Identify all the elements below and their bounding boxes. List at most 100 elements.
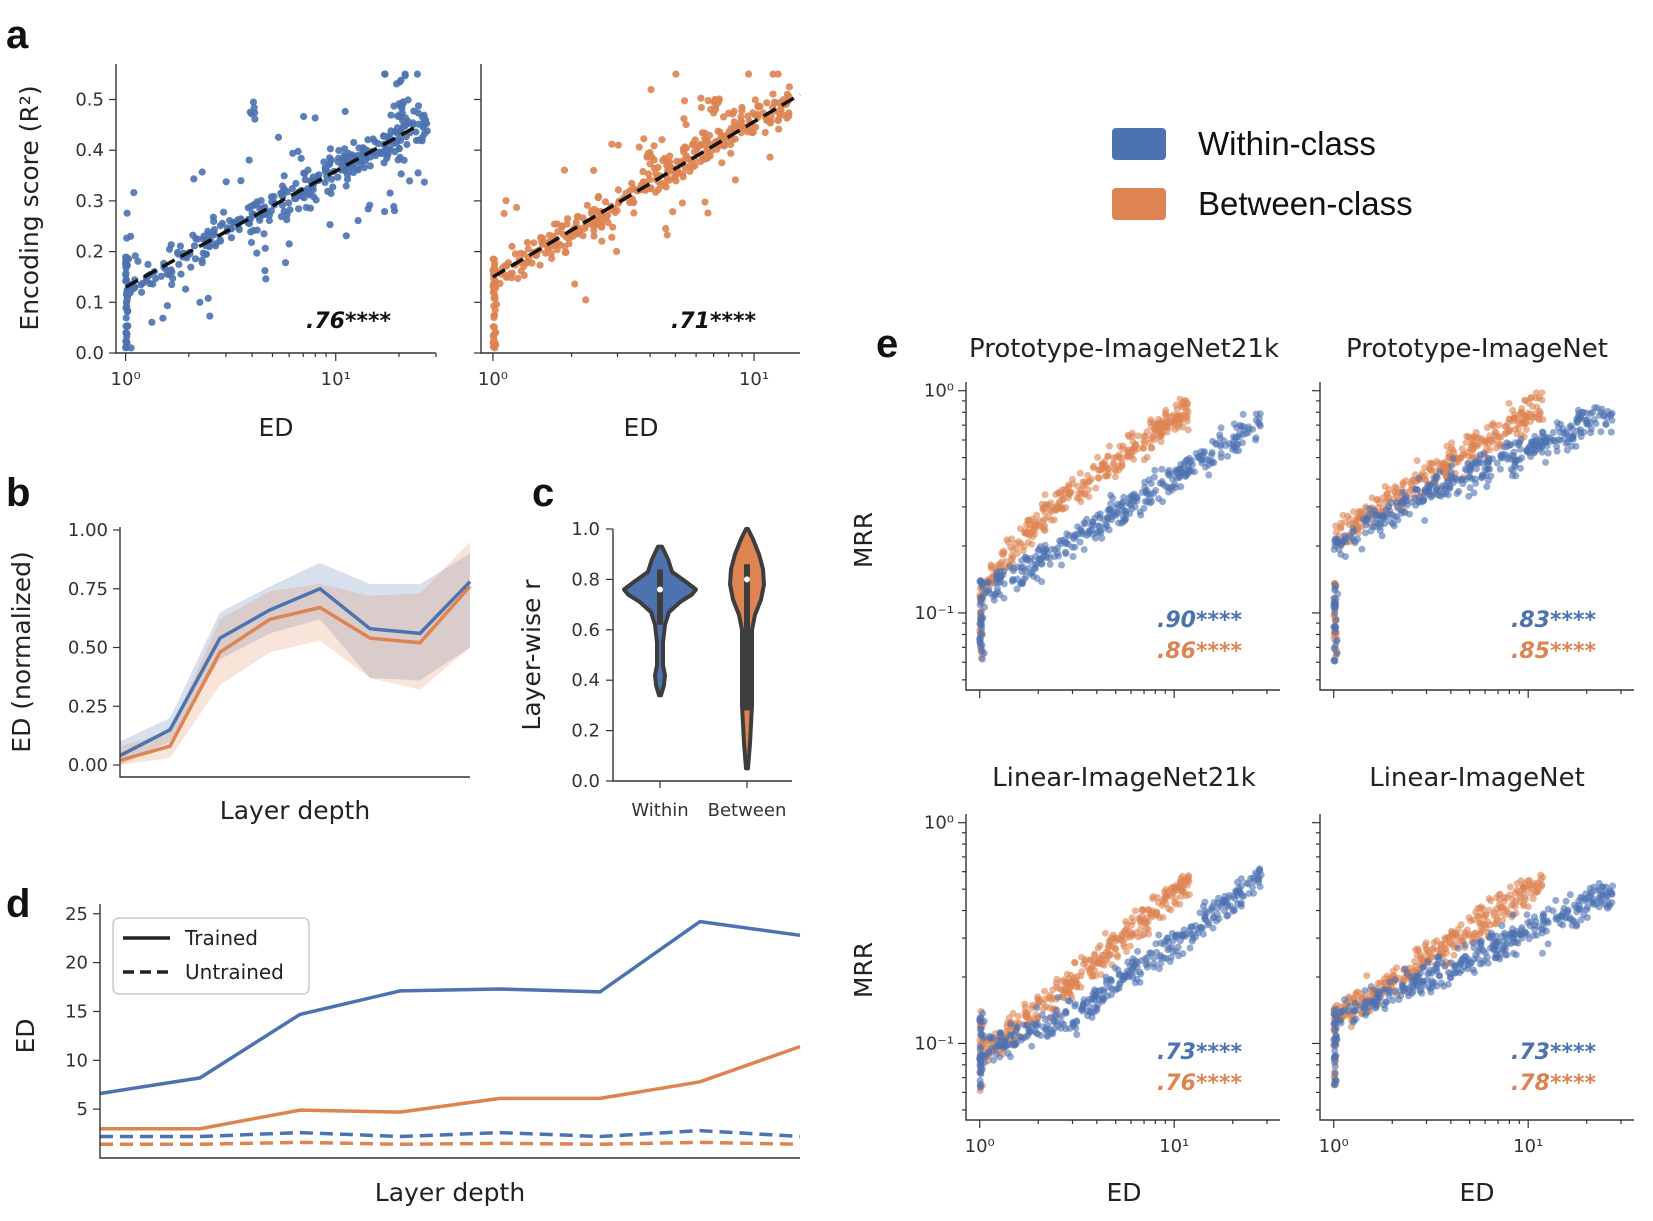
scatter-point <box>1058 986 1066 994</box>
scatter-point <box>1389 520 1397 528</box>
scatter-point <box>397 170 405 178</box>
scatter-point <box>764 116 772 125</box>
x-tick-label: 10¹ <box>739 369 769 390</box>
y-axis-label: MRR <box>849 942 878 998</box>
scatter-point <box>1380 513 1388 521</box>
scatter-point <box>1490 946 1498 954</box>
scatter-point <box>1033 1004 1041 1012</box>
x-tick-label: Between <box>708 800 787 821</box>
scatter-point <box>1332 522 1340 530</box>
scatter-point <box>1333 636 1341 644</box>
scatter-point <box>1052 491 1060 498</box>
scatter-point <box>1480 450 1488 458</box>
scatter-point <box>1397 499 1405 507</box>
scatter-point <box>1208 459 1216 467</box>
scatter-point <box>1430 966 1438 974</box>
y-tick-label: 15 <box>65 1001 88 1022</box>
scatter-point <box>761 128 769 137</box>
scatter-point <box>201 250 210 258</box>
y-tick-label: 0.00 <box>68 755 108 776</box>
y-tick-label: 0.0 <box>75 343 104 364</box>
scatter-point <box>1066 1024 1074 1032</box>
scatter-point <box>1118 932 1126 940</box>
scatter-point <box>681 97 689 105</box>
scatter-point <box>1152 940 1160 948</box>
scatter-point <box>558 223 566 231</box>
series-line <box>119 585 472 762</box>
scatter-point <box>245 156 253 164</box>
scatter-point <box>1107 976 1115 984</box>
scatter-point <box>1159 480 1167 488</box>
scatter-point <box>613 247 621 255</box>
scatter-point <box>524 245 532 253</box>
scatter-point <box>168 281 176 289</box>
scatter-point <box>283 216 291 224</box>
y-axis-label: MRR <box>849 512 878 568</box>
correlation-annotation: .71**** <box>671 309 756 334</box>
scatter-point <box>131 252 139 260</box>
scatter-point <box>1587 429 1595 437</box>
scatter-point <box>1150 960 1158 968</box>
scatter-point <box>134 257 142 265</box>
scatter-point <box>1167 953 1175 961</box>
scatter-point <box>1372 1003 1380 1011</box>
annotation-within: .73**** <box>1511 1040 1596 1065</box>
scatter-point <box>582 296 590 304</box>
annotation-between: .76**** <box>1157 1071 1242 1096</box>
legend-label-within: Within-class <box>1198 125 1376 162</box>
scatter-point <box>413 70 421 78</box>
scatter-point <box>1500 897 1508 905</box>
scatter-point <box>349 168 358 177</box>
scatter-point <box>769 90 777 98</box>
scatter-point <box>1172 484 1180 491</box>
scatter-point <box>997 1030 1005 1038</box>
scatter-point <box>1448 439 1456 447</box>
regression-line <box>124 123 421 289</box>
scatter-point <box>1149 895 1157 903</box>
scatter-point <box>1437 979 1445 987</box>
scatter-point <box>1038 1011 1046 1019</box>
y-axis-label: Encoding score (R²) <box>15 85 44 330</box>
scatter-point <box>1471 969 1478 976</box>
scatter-point <box>1391 483 1399 491</box>
scatter-point <box>1463 466 1470 474</box>
scatter-point <box>1369 523 1377 531</box>
scatter-point <box>1361 529 1369 537</box>
scatter-point <box>1000 1044 1008 1051</box>
scatter-point <box>986 1034 994 1042</box>
scatter-point <box>1456 961 1464 968</box>
scatter-point <box>1467 959 1475 967</box>
scatter-point <box>539 234 547 242</box>
scatter-point <box>1079 1007 1087 1015</box>
scatter-point <box>727 149 735 157</box>
scatter-point <box>1577 414 1585 421</box>
scatter-point <box>1400 987 1407 995</box>
scatter-point <box>1444 933 1452 941</box>
scatter-point <box>247 228 255 236</box>
scatter-point <box>1527 889 1534 897</box>
y-axis-label: Layer-wise r <box>517 579 546 731</box>
scatter-point <box>990 1056 998 1064</box>
scatter-point <box>1205 471 1213 479</box>
scatter-point <box>514 274 522 282</box>
scatter-point <box>1350 508 1358 516</box>
scatter-point <box>177 270 185 278</box>
scatter-point <box>1136 978 1144 986</box>
scatter-point <box>283 210 291 218</box>
scatter-point <box>1087 965 1095 973</box>
scatter-point <box>1577 433 1585 441</box>
scatter-point <box>1104 513 1112 521</box>
scatter-point <box>629 199 637 207</box>
x-tick-label: 10⁰ <box>965 1136 995 1157</box>
scatter-point <box>727 141 735 149</box>
scatter-point <box>122 314 130 322</box>
scatter-point <box>1544 919 1552 927</box>
scatter-point <box>1183 417 1191 425</box>
scatter-point <box>1034 993 1042 1001</box>
scatter-point <box>1338 538 1346 545</box>
scatter-point <box>1444 980 1452 988</box>
scatter-points <box>976 395 1264 663</box>
scatter-point <box>1073 1031 1081 1039</box>
scatter-point <box>1056 537 1064 545</box>
scatter-point <box>1092 484 1100 492</box>
